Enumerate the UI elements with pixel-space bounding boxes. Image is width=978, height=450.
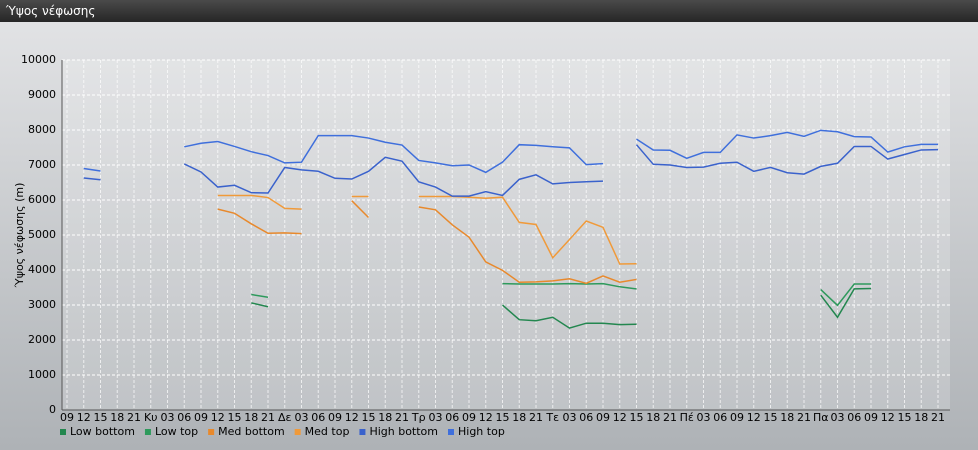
x-tick-label: 12: [345, 411, 359, 424]
legend-label: High top: [458, 425, 505, 438]
legend-label: Med top: [305, 425, 350, 438]
x-tick-label: 12: [211, 411, 225, 424]
legend-swatch: [208, 429, 215, 435]
x-tick-label: 21: [663, 411, 677, 424]
x-tick-label: 06: [579, 411, 593, 424]
x-tick-label: 09: [596, 411, 610, 424]
x-tick-label: 21: [127, 411, 141, 424]
x-tick-label: Δε: [278, 411, 292, 424]
x-tick-label: 18: [378, 411, 392, 424]
series-line: [217, 208, 302, 235]
x-tick-label: 21: [395, 411, 409, 424]
y-tick-label: 0: [49, 403, 56, 416]
y-tick-label: 10000: [21, 53, 56, 66]
y-tick-label: 8000: [28, 123, 56, 136]
x-tick-label: 18: [780, 411, 794, 424]
y-axis-label: Ύψος νέφωσης (m): [13, 183, 26, 289]
series-line: [502, 304, 637, 329]
chart: 0 1000 2000 3000 4000 5000 6000 7000 8000 9000 100…: [13, 53, 950, 438]
x-tick-label: 12: [881, 411, 895, 424]
y-tick-label: 3000: [28, 298, 56, 311]
series-line: [418, 206, 637, 285]
series-line: [83, 177, 101, 181]
x-tick-label: Πα: [813, 411, 829, 424]
x-tick-label: 09: [328, 411, 342, 424]
x-tick-label: 15: [496, 411, 510, 424]
series-line: [351, 200, 370, 219]
x-tick-label: 09: [60, 411, 74, 424]
x-tick-label: Τε: [545, 411, 559, 424]
x-tick-label: 15: [228, 411, 242, 424]
x-tick-label: Τρ: [411, 411, 426, 424]
x-tick-label: 12: [747, 411, 761, 424]
x-tick-label: Κυ: [144, 411, 158, 424]
series-line: [502, 282, 637, 290]
x-tick-label: 06: [177, 411, 191, 424]
x-tick-label: 15: [94, 411, 108, 424]
x-tick-label: 15: [764, 411, 778, 424]
x-tick-label: 12: [613, 411, 627, 424]
x-tick-label: 09: [462, 411, 476, 424]
x-tick-label: 06: [445, 411, 459, 424]
x-tick-label: 18: [914, 411, 928, 424]
legend-label: High bottom: [369, 425, 438, 438]
x-tick-label: 15: [898, 411, 912, 424]
y-tick-label: 1000: [28, 368, 56, 381]
y-tick-label: 7000: [28, 158, 56, 171]
x-tick-label: 03: [295, 411, 309, 424]
series-line: [184, 134, 604, 174]
x-tick-label: 06: [847, 411, 861, 424]
x-tick-label: 06: [713, 411, 727, 424]
series-line: [636, 129, 938, 160]
x-tick-label: Πέ: [680, 411, 694, 424]
x-tick-label: 09: [864, 411, 878, 424]
series-line: [251, 293, 269, 299]
series-line: [820, 287, 872, 319]
x-tick-label: 03: [563, 411, 577, 424]
x-tick-label: 03: [429, 411, 443, 424]
legend-swatch: [294, 429, 301, 435]
x-tick-label: 12: [479, 411, 493, 424]
legend-label: Med bottom: [218, 425, 285, 438]
legend-swatch: [60, 429, 66, 435]
legend-label: Low bottom: [70, 425, 135, 438]
legend-swatch: [359, 429, 366, 435]
y-tick-label: 9000: [28, 88, 56, 101]
y-tick-label: 4000: [28, 263, 56, 276]
title-bar: Ύψος νέφωσης: [0, 0, 978, 22]
series-line: [635, 144, 939, 175]
x-tick-label: 18: [646, 411, 660, 424]
x-tick-label: 21: [797, 411, 811, 424]
x-tick-label: 15: [362, 411, 376, 424]
series-line: [183, 156, 604, 197]
x-tick-label: 09: [730, 411, 744, 424]
series-line: [83, 167, 101, 172]
legend-label: Low top: [155, 425, 198, 438]
x-tick-label: 15: [630, 411, 644, 424]
y-tick-label: 5000: [28, 228, 56, 241]
legend-swatch: [144, 429, 151, 435]
x-tick-label: 21: [529, 411, 543, 424]
plot-area: [62, 60, 950, 410]
x-tick-label: 03: [831, 411, 845, 424]
x-tick-label: 09: [194, 411, 208, 424]
x-tick-label: 03: [697, 411, 711, 424]
x-tick-label: 18: [512, 411, 526, 424]
x-tick-label: 06: [311, 411, 325, 424]
y-tick-label: 2000: [28, 333, 56, 346]
x-tick-label: 21: [261, 411, 275, 424]
series-line: [820, 283, 871, 307]
legend-swatch: [448, 429, 454, 435]
x-tick-label: 18: [244, 411, 258, 424]
x-tick-label: 03: [161, 411, 175, 424]
x-tick-label: 18: [110, 411, 124, 424]
series-line: [217, 194, 302, 210]
x-tick-label: 12: [77, 411, 91, 424]
y-tick-label: 6000: [28, 193, 56, 206]
series-line: [251, 302, 269, 308]
x-tick-label: 21: [931, 411, 945, 424]
